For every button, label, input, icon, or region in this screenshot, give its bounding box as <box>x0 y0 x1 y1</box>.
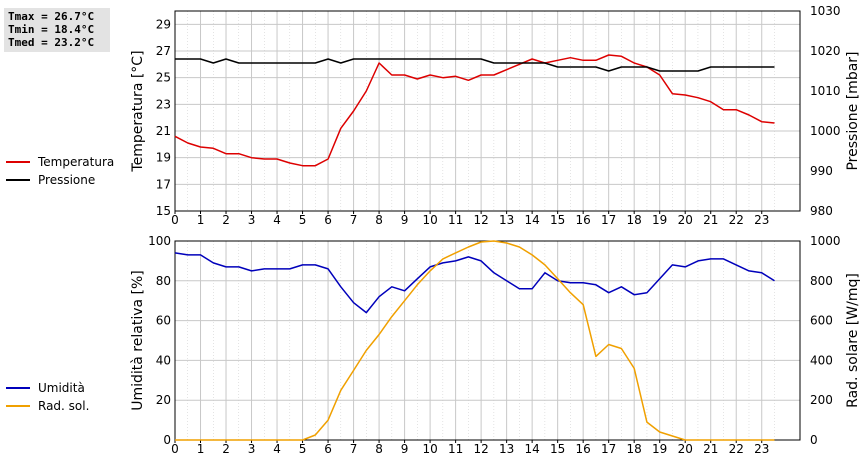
x-tick-label: 14 <box>525 213 540 227</box>
y-tick-label-left: 80 <box>156 274 171 288</box>
chart-panel-2: 0 1 2 3 4 5 6 7 8 9 10 11 12 13 14 15 16 17 18 19 20 21 22 2302… <box>6 234 860 456</box>
y-tick-label-left: 29 <box>156 17 171 31</box>
plot-frame <box>174 10 801 212</box>
x-tick-label: 8 <box>375 213 383 227</box>
stats-tmin: Tmin = 18.4°C <box>8 23 95 36</box>
y-tick-label-right: 990 <box>810 164 833 178</box>
x-tick-label: 5 <box>299 442 307 456</box>
x-tick-label: 15 <box>550 213 565 227</box>
x-tick-label: 1 <box>197 442 205 456</box>
x-tick-label: 3 <box>248 442 256 456</box>
x-tick-label: 2 <box>222 442 230 456</box>
x-tick-label: 1 <box>197 213 205 227</box>
series-line-umidit- <box>174 252 775 314</box>
y-tick-label-left: 40 <box>156 353 171 367</box>
x-tick-label: 17 <box>601 442 616 456</box>
x-tick-label: 11 <box>448 442 463 456</box>
x-tick-label: 7 <box>350 442 358 456</box>
legend-label: Temperatura <box>37 155 114 169</box>
x-tick-label: 14 <box>525 442 540 456</box>
plot-frame <box>174 240 801 441</box>
x-tick-label: 9 <box>401 213 409 227</box>
legend-label: Pressione <box>38 173 95 187</box>
series-line-rad-sol- <box>175 240 775 441</box>
x-tick-label: 22 <box>729 442 744 456</box>
y-axis-title-right: Rad. solare [W/mq] <box>845 273 860 408</box>
legend-label: Rad. sol. <box>38 399 89 413</box>
y-tick-label-right: 1000 <box>810 234 841 248</box>
x-tick-label: 22 <box>729 213 744 227</box>
legend: Temperatura Pressione <box>6 155 114 187</box>
x-tick-label: 18 <box>627 442 642 456</box>
y-tick-label-right: 200 <box>810 393 833 407</box>
y-tick-label-right: 980 <box>810 204 833 218</box>
y-axis-title-right: Pressione [mbar] <box>845 51 860 170</box>
y-tick-label-right: 0 <box>810 433 818 447</box>
x-tick-label: 11 <box>448 213 463 227</box>
y-tick-label-right: 600 <box>810 314 833 328</box>
y-tick-label-left: 60 <box>156 314 171 328</box>
x-tick-label: 6 <box>324 442 332 456</box>
x-tick-label: 20 <box>678 213 693 227</box>
y-axis-title-left: Umidità relativa [%] <box>130 270 146 411</box>
stats-box: Tmax = 26.7°C Tmin = 18.4°C Tmed = 23.2°… <box>4 8 110 52</box>
x-tick-label: 13 <box>499 213 514 227</box>
y-axis-title-left: Temperatura [°C] <box>130 50 146 172</box>
y-tick-label-left: 19 <box>156 151 171 165</box>
x-tick-label: 10 <box>422 442 437 456</box>
y-tick-label-left: 27 <box>156 44 171 58</box>
x-tick-label: 18 <box>627 213 642 227</box>
stats-tmed: Tmed = 23.2°C <box>8 36 95 49</box>
x-tick-label: 4 <box>273 442 281 456</box>
x-tick-label: 3 <box>248 213 256 227</box>
y-tick-label-right: 1000 <box>810 124 841 138</box>
x-tick-label: 5 <box>299 213 307 227</box>
x-tick-label: 9 <box>401 442 409 456</box>
x-tick-label: 0 <box>171 213 179 227</box>
y-tick-label-right: 1010 <box>810 84 841 98</box>
x-tick-label: 16 <box>576 442 591 456</box>
series-line-pressione <box>175 58 775 72</box>
x-tick-label: 4 <box>273 213 281 227</box>
x-tick-label: 15 <box>550 442 565 456</box>
legend: Umidità Rad. sol. <box>6 381 89 413</box>
x-tick-label: 0 <box>171 442 179 456</box>
x-tick-label: 12 <box>473 213 488 227</box>
x-tick-label: 10 <box>422 213 437 227</box>
y-tick-label-left: 100 <box>148 234 171 248</box>
legend-label: Umidità <box>38 381 85 395</box>
chart-panel-1: 0 1 2 3 4 5 6 7 8 9 10 11 12 13 14 15 16 17 18 19 20 21 22 2315… <box>6 4 860 227</box>
y-tick-label-right: 1020 <box>810 44 841 58</box>
x-tick-label: 23 <box>754 442 769 456</box>
x-tick-label: 21 <box>703 442 718 456</box>
y-tick-label-left: 25 <box>156 71 171 85</box>
y-tick-label-left: 23 <box>156 97 171 111</box>
y-tick-label-right: 400 <box>810 353 833 367</box>
stats-tmax: Tmax = 26.7°C <box>8 10 95 23</box>
x-tick-label: 13 <box>499 442 514 456</box>
y-tick-label-right: 1030 <box>810 4 841 18</box>
x-tick-label: 23 <box>754 213 769 227</box>
y-tick-label-right: 800 <box>810 274 833 288</box>
x-tick-label: 7 <box>350 213 358 227</box>
x-tick-label: 8 <box>375 442 383 456</box>
x-tick-label: 17 <box>601 213 616 227</box>
x-tick-label: 16 <box>576 213 591 227</box>
x-tick-label: 21 <box>703 213 718 227</box>
x-tick-label: 2 <box>222 213 230 227</box>
x-tick-label: 20 <box>678 442 693 456</box>
x-tick-label: 6 <box>324 213 332 227</box>
x-tick-label: 19 <box>652 442 667 456</box>
y-tick-label-left: 20 <box>156 393 171 407</box>
y-tick-label-left: 17 <box>156 177 171 191</box>
y-tick-label-left: 21 <box>156 124 171 138</box>
y-tick-label-left: 0 <box>163 433 171 447</box>
y-tick-label-left: 15 <box>156 204 171 218</box>
x-tick-label: 19 <box>652 213 667 227</box>
series-line-temperatura <box>174 54 775 167</box>
x-tick-label: 12 <box>473 442 488 456</box>
